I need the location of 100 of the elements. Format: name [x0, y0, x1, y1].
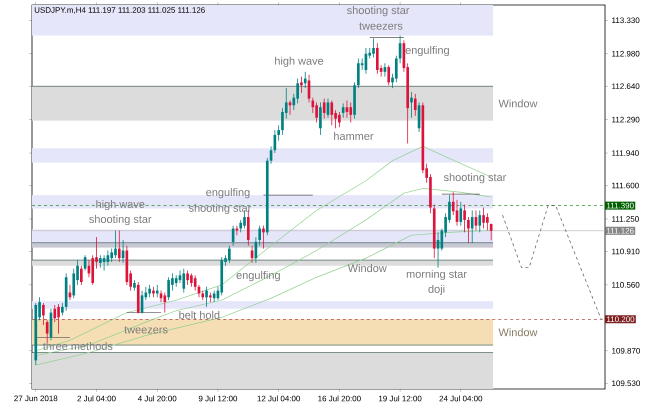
candlestick: [236, 225, 238, 236]
annotation: shooting star: [188, 204, 252, 214]
annotation: shooting star: [444, 173, 506, 184]
candlestick: [250, 245, 254, 264]
candlestick: [118, 230, 121, 262]
annotation: hammer: [334, 132, 374, 140]
candlestick: [42, 302, 45, 326]
candlestick: [459, 201, 462, 226]
candlestick: [209, 292, 212, 302]
candlestick: [46, 320, 49, 343]
candlestick: [68, 284, 72, 301]
candlestick: [478, 210, 482, 233]
annotation: morning star: [406, 270, 467, 280]
candlestick: [198, 284, 200, 298]
candlestick: [398, 35, 402, 64]
candlestick: [258, 225, 262, 246]
candlestick: [436, 232, 440, 268]
candlestick: [482, 207, 485, 229]
candlestick: [296, 78, 299, 104]
candlestick: [315, 102, 318, 123]
candlestick: [330, 100, 334, 126]
candlestick: [152, 286, 155, 298]
candlestick: [110, 248, 114, 262]
annotation: belt hold: [179, 310, 220, 319]
candlestick: [61, 302, 64, 316]
candlestick: [163, 292, 166, 313]
candlestick: [490, 223, 492, 241]
candlestick: [322, 98, 326, 120]
annotation: Window: [348, 264, 387, 272]
candlestick: [84, 254, 86, 271]
candlestick: [174, 274, 178, 288]
candlestick: [463, 204, 466, 233]
candlestick: [228, 245, 231, 264]
candlestick: [239, 220, 242, 233]
annotation: engulfing: [206, 188, 250, 198]
line-series: [35, 188, 492, 356]
candlestick: [349, 102, 352, 123]
candlestick: [106, 250, 110, 266]
candlestick: [319, 102, 322, 136]
candlestick: [160, 290, 162, 302]
candlestick: [133, 280, 136, 292]
line-series: [502, 205, 602, 320]
candlestick: [201, 290, 204, 301]
band-label: Window: [498, 99, 538, 108]
candlestick: [212, 290, 216, 302]
candlestick: [304, 71, 307, 88]
annotation: high wave: [96, 200, 144, 210]
candlestick: [98, 254, 102, 268]
annotation: high wave: [275, 56, 324, 67]
candlestick: [288, 100, 292, 116]
candlestick: [414, 93, 417, 116]
candlestick: [274, 130, 276, 154]
candlestick: [53, 304, 56, 323]
annotation: doji: [428, 284, 444, 296]
candlestick: [342, 102, 344, 118]
candlestick: [190, 273, 193, 288]
candlestick: [254, 236, 258, 264]
candlestick: [182, 268, 186, 293]
candlestick: [114, 230, 117, 259]
candlestick: [122, 240, 124, 264]
candlestick: [186, 270, 189, 286]
candlestick: [232, 225, 234, 246]
candlestick: [376, 42, 379, 74]
candlestick: [418, 102, 420, 132]
candlestick: [156, 284, 159, 298]
annotation: shooting star: [89, 214, 152, 226]
candlestick: [372, 38, 375, 58]
candlestick: [270, 146, 272, 164]
candlestick: [80, 265, 83, 286]
candlestick: [167, 276, 170, 301]
candlestick: [474, 210, 478, 231]
candlestick: [364, 48, 368, 74]
candlestick: [384, 62, 386, 78]
candlestick: [102, 254, 106, 271]
candlestick: [326, 98, 330, 118]
candlestick: [338, 112, 341, 128]
candlestick: [194, 274, 197, 292]
candlestick: [57, 304, 60, 334]
annotation: engulfing: [406, 46, 449, 56]
candlestick: [456, 199, 458, 226]
candlestick: [387, 64, 390, 86]
candlestick: [205, 286, 208, 308]
candlestick: [277, 124, 280, 142]
candlestick: [486, 212, 489, 231]
candlestick: [357, 58, 360, 88]
band-label: Window: [498, 328, 538, 336]
candlestick: [262, 225, 265, 249]
annotation: shooting star: [347, 6, 410, 16]
candlestick: [467, 216, 470, 244]
candlestick: [470, 210, 474, 244]
candlestick: [394, 55, 398, 83]
candlestick: [410, 92, 413, 118]
candlestick: [148, 284, 151, 298]
candlestick: [140, 290, 144, 314]
annotation: tweezers: [359, 22, 402, 30]
candlestick: [346, 100, 348, 118]
candlestick: [72, 268, 76, 299]
candlestick: [300, 76, 303, 94]
candlestick: [308, 74, 310, 103]
candlestick: [311, 97, 314, 114]
